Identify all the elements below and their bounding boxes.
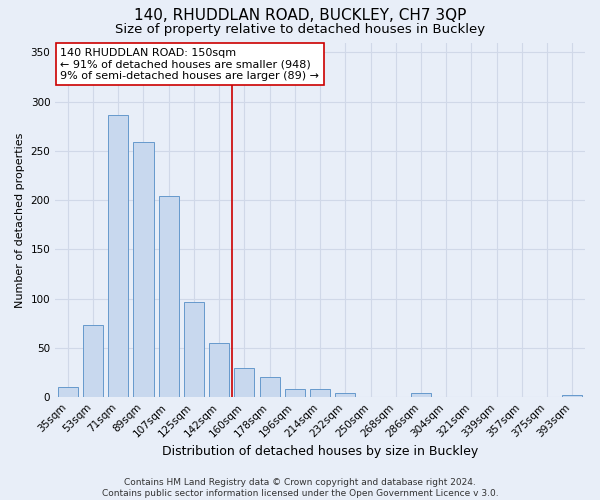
X-axis label: Distribution of detached houses by size in Buckley: Distribution of detached houses by size …: [162, 444, 478, 458]
Bar: [411, 394, 431, 397]
Bar: [83, 326, 103, 397]
Text: 140 RHUDDLAN ROAD: 150sqm
← 91% of detached houses are smaller (948)
9% of semi-: 140 RHUDDLAN ROAD: 150sqm ← 91% of detac…: [61, 48, 319, 81]
Bar: [158, 196, 179, 397]
Bar: [133, 142, 154, 397]
Bar: [310, 390, 330, 397]
Bar: [235, 368, 254, 397]
Text: Contains HM Land Registry data © Crown copyright and database right 2024.
Contai: Contains HM Land Registry data © Crown c…: [101, 478, 499, 498]
Bar: [184, 302, 204, 397]
Text: Size of property relative to detached houses in Buckley: Size of property relative to detached ho…: [115, 22, 485, 36]
Bar: [108, 116, 128, 397]
Bar: [285, 390, 305, 397]
Bar: [335, 394, 355, 397]
Bar: [209, 343, 229, 397]
Y-axis label: Number of detached properties: Number of detached properties: [15, 132, 25, 308]
Bar: [58, 388, 78, 397]
Bar: [562, 396, 583, 397]
Text: 140, RHUDDLAN ROAD, BUCKLEY, CH7 3QP: 140, RHUDDLAN ROAD, BUCKLEY, CH7 3QP: [134, 8, 466, 22]
Bar: [260, 376, 280, 397]
